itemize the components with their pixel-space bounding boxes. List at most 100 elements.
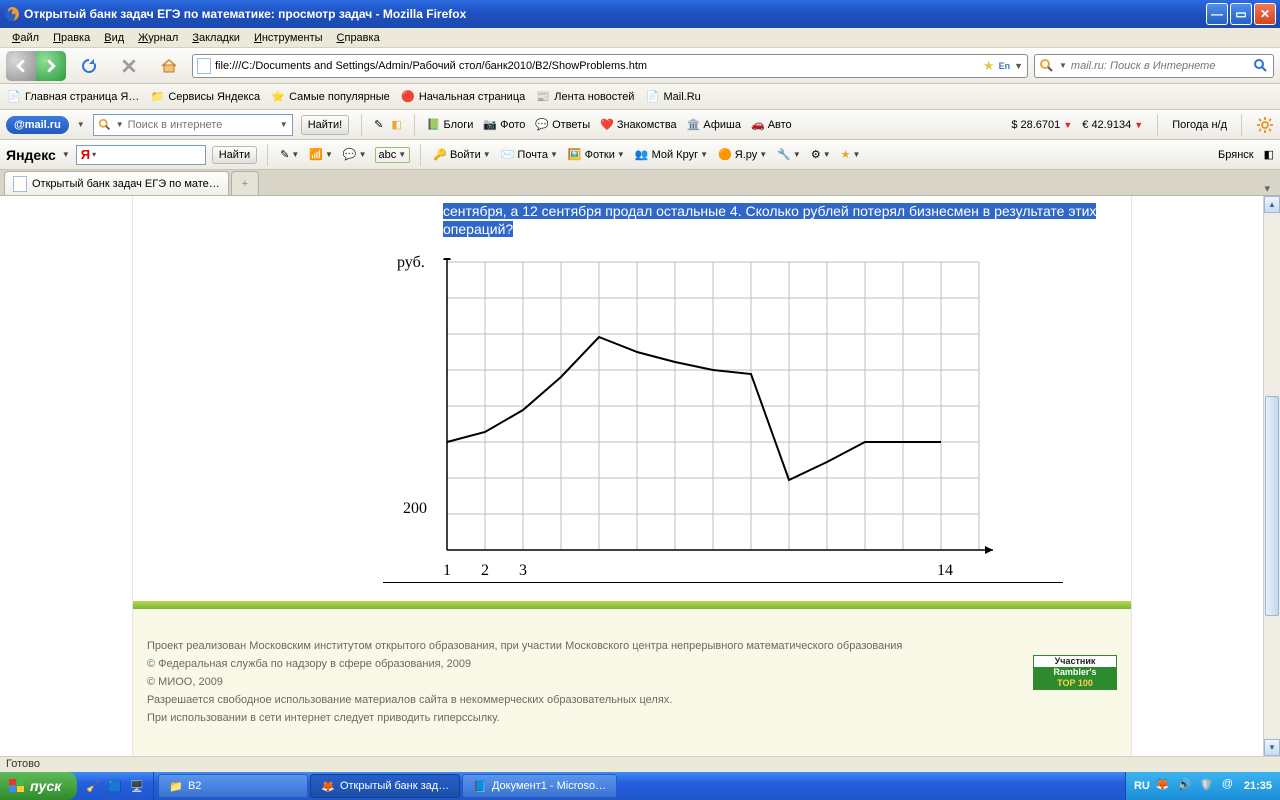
mailru-service-Знакомства[interactable]: ❤️Знакомства (600, 118, 677, 131)
menu-Правка[interactable]: Правка (47, 30, 96, 46)
mailru-service-Афиша[interactable]: 🏛️Афиша (687, 118, 741, 131)
yandex-search[interactable]: Я ▾ (76, 145, 206, 165)
url-dropdown-icon[interactable]: ▼ (1014, 61, 1023, 71)
search-dropdown-icon[interactable]: ▼ (1059, 61, 1067, 70)
ql-icon-2[interactable]: 🟦 (105, 776, 125, 796)
mailru-search-input[interactable] (128, 119, 276, 131)
mailru-search[interactable]: ▼ ▼ (93, 114, 293, 136)
problem-highlight: сентября, а 12 сентября продал остальные… (443, 203, 1096, 237)
tray-icon-4[interactable]: @ (1222, 778, 1238, 794)
menu-Инструменты[interactable]: Инструменты (248, 30, 329, 46)
tray-icon-3[interactable]: 🛡️ (1200, 778, 1216, 794)
mailru-edit-icon[interactable]: ✎ (374, 118, 383, 131)
mailru-badge[interactable]: @mail.ru (6, 116, 69, 134)
tab-active[interactable]: Открытый банк задач ЕГЭ по мате… (4, 171, 229, 195)
yandex-extra3[interactable]: ★▼ (839, 148, 863, 161)
mailru-highlight-icon[interactable]: ◧ (391, 118, 401, 131)
mailru-menu-icon[interactable]: ▼ (77, 120, 85, 129)
windows-flag-icon (8, 777, 26, 795)
content-area: сентября, а 12 сентября продал остальные… (0, 196, 1280, 756)
window-title: Открытый банк задач ЕГЭ по математике: п… (24, 7, 1206, 21)
search-input[interactable] (1071, 60, 1249, 72)
new-tab-button[interactable]: + (231, 171, 259, 195)
home-button[interactable] (152, 51, 186, 81)
menu-Вид[interactable]: Вид (98, 30, 130, 46)
yandex-service-Почта[interactable]: ✉️ Почта ▼ (499, 148, 560, 161)
bookmark-item[interactable]: 📄Главная страница Я… (6, 89, 139, 105)
yandex-label[interactable]: Яндекс (6, 147, 56, 163)
yandex-service-Фотки[interactable]: 🖼️ Фотки ▼ (566, 148, 627, 161)
yandex-extra1[interactable]: 🔧▼ (775, 148, 803, 161)
tab-list-button[interactable]: ▾ (1258, 182, 1276, 195)
yandex-tool1[interactable]: ✎▼ (278, 148, 301, 161)
chart-ytick-200: 200 (403, 500, 427, 518)
bookmark-item[interactable]: ⭐Самые популярные (270, 89, 390, 105)
url-input[interactable] (215, 60, 979, 72)
yandex-dd[interactable]: ▼ (62, 150, 70, 159)
quick-launch: 🧹 🟦 🖥️ (77, 772, 154, 800)
mailru-service-Ответы[interactable]: 💬Ответы (535, 118, 590, 131)
yandex-extra2[interactable]: ⚙▼ (809, 148, 833, 161)
bookmark-item[interactable]: 📰Лента новостей (535, 89, 634, 105)
ql-icon-1[interactable]: 🧹 (83, 776, 103, 796)
vertical-scrollbar[interactable]: ▲ ▼ (1263, 196, 1280, 756)
mailru-find-button[interactable]: Найти! (301, 115, 349, 135)
yandex-service-Я.ру[interactable]: 🟠 Я.ру ▼ (716, 148, 769, 161)
mailru-service-Блоги[interactable]: 📗Блоги (427, 118, 474, 131)
yandex-tool4[interactable]: abc▼ (375, 147, 411, 163)
search-go-icon[interactable] (1253, 58, 1269, 74)
taskbar-task[interactable]: 📁B2 (158, 774, 308, 798)
tray-lang[interactable]: RU (1134, 780, 1150, 792)
tray-icon-1[interactable]: 🦊 (1156, 778, 1172, 794)
bookmark-star-icon[interactable]: ★ (983, 58, 995, 74)
taskbar: пуск 🧹 🟦 🖥️ 📁B2🦊Открытый банк зад…📘Докум… (0, 772, 1280, 800)
search-engine-icon[interactable] (1039, 58, 1055, 74)
scroll-thumb[interactable] (1265, 396, 1279, 616)
mailru-service-Фото[interactable]: 📷Фото (483, 118, 525, 131)
menu-Журнал[interactable]: Журнал (132, 30, 184, 46)
start-button[interactable]: пуск (0, 772, 77, 800)
bookmark-icon: 📄 (6, 89, 22, 105)
stop-button[interactable] (112, 51, 146, 81)
yandex-service-Войти[interactable]: 🔑 Войти ▼ (431, 148, 492, 161)
taskbar-task[interactable]: 🦊Открытый банк зад… (310, 774, 460, 798)
yandex-find-button[interactable]: Найти (212, 146, 257, 164)
yandex-tool2[interactable]: 📶▼ (307, 148, 335, 161)
tray-icon-2[interactable]: 🔊 (1178, 778, 1194, 794)
tab-title: Открытый банк задач ЕГЭ по мате… (32, 178, 220, 190)
url-lang-badge: En (999, 61, 1011, 71)
window-minimize-button[interactable]: — (1206, 3, 1228, 25)
tab-strip: Открытый банк задач ЕГЭ по мате… + ▾ (0, 170, 1280, 196)
mailru-service-Авто[interactable]: 🚗Авто (751, 118, 792, 131)
menu-Закладки[interactable]: Закладки (186, 30, 246, 46)
scroll-down-button[interactable]: ▼ (1264, 739, 1280, 756)
system-tray: RU 🦊 🔊 🛡️ @ 21:35 (1125, 772, 1280, 800)
bookmarks-bar: 📄Главная страница Я… 📁Сервисы Яндекса ⭐Сам… (0, 84, 1280, 110)
mailru-search-dd[interactable]: ▼ (116, 120, 124, 129)
bookmark-item[interactable]: 📁Сервисы Яндекса (149, 89, 260, 105)
yandex-end-icon[interactable]: ◧ (1264, 148, 1274, 161)
mailru-search-dd2[interactable]: ▼ (280, 120, 288, 129)
footer-greenbar (133, 601, 1131, 609)
yandex-city[interactable]: Брянск (1218, 149, 1254, 161)
menu-Справка[interactable]: Справка (331, 30, 386, 46)
chart-xtick: 3 (519, 562, 527, 580)
bookmark-item[interactable]: 📄Mail.Ru (644, 89, 700, 105)
back-button[interactable] (6, 51, 36, 81)
bookmark-item[interactable]: 🔴Начальная страница (400, 89, 525, 105)
scroll-up-button[interactable]: ▲ (1264, 196, 1280, 213)
search-bar[interactable]: ▼ (1034, 54, 1274, 78)
forward-button[interactable] (36, 51, 66, 81)
taskbar-task[interactable]: 📘Документ1 - Microso… (462, 774, 617, 798)
yandex-service-Мой Круг[interactable]: 👥 Мой Круг ▼ (633, 148, 710, 161)
window-close-button[interactable]: ✕ (1254, 3, 1276, 25)
mailru-settings-icon[interactable] (1256, 116, 1274, 134)
url-bar[interactable]: ★ En ▼ (192, 54, 1028, 78)
ql-icon-3[interactable]: 🖥️ (127, 776, 147, 796)
chart-xtick: 2 (481, 562, 489, 580)
rambler-badge[interactable]: Участник Rambler's TOP 100 (1033, 655, 1117, 690)
yandex-tool3[interactable]: 💬▼ (341, 148, 369, 161)
menu-Файл[interactable]: Файл (6, 30, 45, 46)
window-maximize-button[interactable]: ▭ (1230, 3, 1252, 25)
reload-button[interactable] (72, 51, 106, 81)
